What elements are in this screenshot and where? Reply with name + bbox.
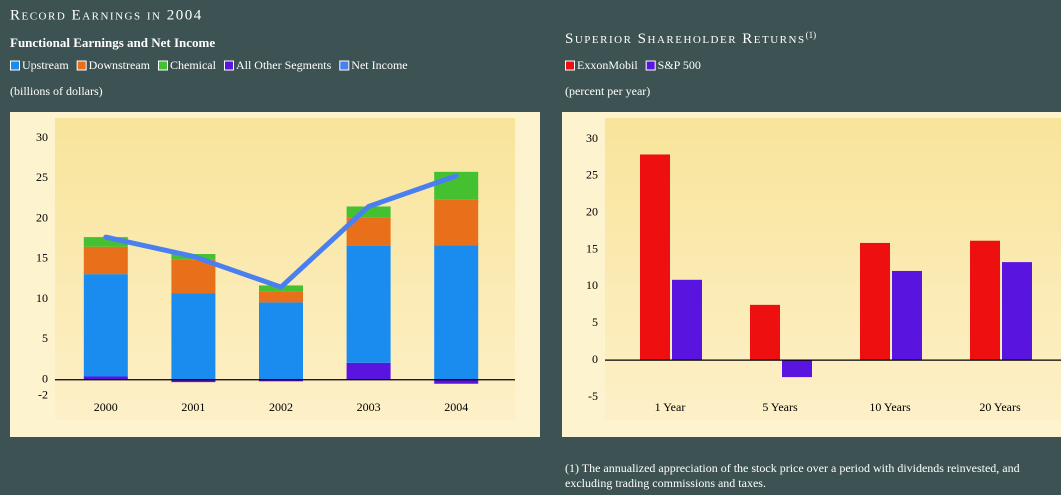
legend-swatch [339, 60, 350, 71]
x-tick-label: 2004 [444, 400, 468, 414]
bar [860, 242, 890, 361]
legend-swatch [223, 60, 234, 71]
x-tick-label: 20 Years [979, 400, 1021, 414]
footnote: (1) The annualized appreciation of the s… [565, 461, 1020, 490]
y-tick-label: 0 [42, 371, 48, 385]
bar [970, 240, 1000, 361]
y-tick-label: 25 [586, 168, 598, 182]
bar [1002, 262, 1032, 361]
y-tick-label: 5 [42, 331, 48, 345]
legend-swatch [157, 60, 168, 71]
bar [259, 291, 303, 303]
y-tick-label: 25 [36, 170, 48, 184]
bar [83, 274, 128, 377]
bar [346, 206, 391, 218]
title-note: (1) [806, 30, 817, 40]
y-tick-label: 30 [586, 131, 598, 145]
legend-label: All Other Segments [236, 58, 332, 72]
bar [640, 154, 670, 361]
y-tick-label: 5 [592, 315, 598, 329]
bar [83, 376, 128, 380]
y-tick-label: 20 [36, 210, 48, 224]
line [103, 173, 459, 290]
bar [171, 293, 216, 380]
bar [434, 199, 479, 246]
y-tick-label: -2 [38, 388, 48, 402]
chart-subtitle: Functional Earnings and Net Income [10, 35, 215, 50]
bar [672, 279, 702, 361]
bar [782, 360, 812, 378]
legend-label: Upstream [22, 58, 69, 72]
legend-swatch [10, 60, 20, 71]
y-tick-label: 20 [586, 204, 598, 218]
bar [434, 245, 479, 380]
y-tick-label: 15 [586, 241, 598, 255]
x-tick-label: 2002 [269, 400, 293, 414]
y-tick-label: 15 [36, 251, 48, 265]
x-tick-label: 5 Years [762, 400, 798, 414]
bar [750, 304, 780, 361]
legend-swatch [645, 60, 656, 71]
bar [346, 362, 391, 380]
legend-swatch [76, 60, 87, 71]
bar [83, 237, 128, 247]
bar [892, 270, 922, 361]
title-text: Superior Shareholder Returns [565, 31, 806, 47]
y-tick-label: 0 [592, 352, 598, 366]
legend-label: Net Income [351, 58, 407, 72]
bar [259, 379, 303, 382]
bar [259, 302, 303, 380]
axis-label: (billions of dollars) [10, 84, 103, 98]
y-tick-label: 10 [36, 291, 48, 305]
y-tick-label: 10 [586, 278, 598, 292]
chart: Record Earnings in 2004 Functional Earni… [10, 7, 1061, 437]
y-tick-label: -5 [588, 389, 598, 403]
legend-label: Chemical [170, 58, 217, 72]
y-tick-label: 30 [36, 130, 48, 144]
chart-title: Record Earnings in 2004 [10, 7, 203, 23]
bar [171, 259, 216, 294]
bar [171, 379, 216, 383]
x-tick-label: 2003 [357, 400, 381, 414]
x-tick-label: 10 Years [869, 400, 911, 414]
axis-label: (percent per year) [565, 84, 650, 98]
legend-swatch [565, 60, 575, 71]
x-tick-label: 2001 [181, 400, 205, 414]
bar [434, 379, 479, 384]
legend-label: ExxonMobil [577, 58, 638, 72]
bar [346, 245, 391, 363]
legend-label: S&P 500 [658, 58, 701, 72]
bar [83, 246, 128, 275]
legend-label: Downstream [89, 58, 151, 72]
chart-title: Superior Shareholder Returns(1) [565, 30, 816, 47]
x-tick-label: 2000 [94, 400, 118, 414]
x-tick-label: 1 Year [655, 400, 686, 414]
